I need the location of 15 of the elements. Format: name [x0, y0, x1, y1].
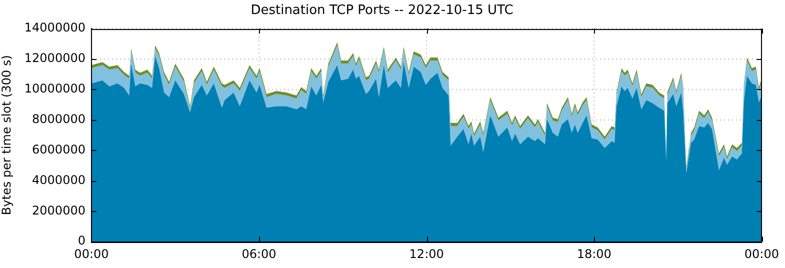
y-axis-title: Bytes per time slot (300 s) — [0, 55, 14, 216]
y-tick-label: 12000000 — [24, 51, 86, 66]
x-tick-label: 06:00 — [242, 246, 276, 261]
x-tick-label: 12:00 — [409, 246, 444, 261]
y-tick-label: 10000000 — [24, 82, 86, 96]
y-tick-label: 4000000 — [32, 172, 86, 187]
y-tick-label: 8000000 — [32, 112, 86, 126]
y-tick-label: 6000000 — [32, 142, 86, 156]
y-tick-label: 0 — [78, 234, 86, 248]
x-tick-label: 00:00 — [74, 246, 109, 261]
y-tick-label: 14000000 — [24, 20, 86, 35]
chart-title: Destination TCP Ports -- 2022-10-15 UTC — [250, 3, 514, 18]
x-tick-label: 18:00 — [576, 246, 612, 261]
x-tick-label: 00:00 — [744, 246, 780, 261]
y-tick-label: 2000000 — [32, 203, 86, 218]
